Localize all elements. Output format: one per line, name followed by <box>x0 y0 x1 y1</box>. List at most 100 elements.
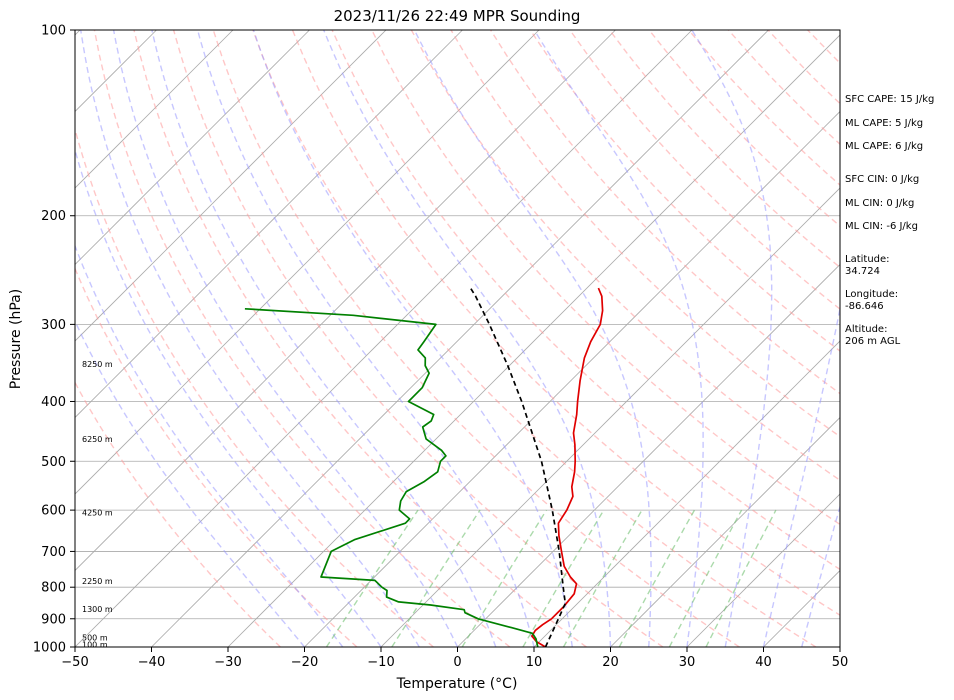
mixing-ratio-line <box>705 509 777 647</box>
dry-adiabat-line <box>569 30 840 310</box>
height-label: 1300 m <box>82 605 113 614</box>
chart-title: 2023/11/26 22:49 MPR Sounding <box>334 7 581 25</box>
y-tick-label: 100 <box>41 24 66 39</box>
mixing-ratio-line <box>618 509 696 647</box>
isotherm-line <box>304 110 840 647</box>
ml-cin-text-2: ML CIN: -6 J/kg <box>845 221 918 232</box>
moist-adiabat-line <box>413 30 652 647</box>
latitude-value: 34.724 <box>845 266 880 277</box>
dewpoint-trace <box>244 307 539 647</box>
isotherm-line <box>610 416 840 647</box>
height-label: 100 m <box>82 640 108 649</box>
y-axis-label: Pressure (hPa) <box>8 289 24 389</box>
x-tick-label: 10 <box>526 655 543 670</box>
dry-adiabat-line <box>252 30 817 647</box>
isotherm-line <box>75 30 234 189</box>
isotherm-line <box>75 30 310 266</box>
latitude-label: Latitude: <box>845 254 890 265</box>
moist-adiabat-line <box>533 30 704 647</box>
mixing-ratio-line <box>461 509 548 647</box>
moist-adiabat-line <box>196 30 535 647</box>
moist-adiabat-line <box>75 244 344 647</box>
y-tick-label: 600 <box>41 504 66 519</box>
isotherm-line <box>151 30 769 647</box>
dry-adiabat-line <box>93 30 511 647</box>
mixing-ratio-line <box>522 509 605 647</box>
moist-adiabat-line <box>762 304 840 647</box>
ml-cin-text: ML CIN: 0 J/kg <box>845 198 914 209</box>
mixing-ratio-line <box>668 509 743 647</box>
y-tick-label: 700 <box>41 545 66 560</box>
background-grid <box>0 30 840 647</box>
height-label: 8250 m <box>82 360 113 369</box>
sfc-cape-text: SFC CAPE: 15 J/kg <box>845 94 934 105</box>
moist-adiabat-line <box>691 30 773 647</box>
moist-adiabat-line <box>252 30 573 647</box>
height-label: 500 m <box>82 634 108 643</box>
dry-adiabat-line <box>490 30 840 395</box>
ml-cape-text-2: ML CAPE: 6 J/kg <box>845 141 923 152</box>
dry-adiabat-line <box>133 30 587 647</box>
y-tick-label: 300 <box>41 318 66 333</box>
dry-adiabat-line <box>75 381 281 647</box>
dry-adiabat-line <box>75 126 434 647</box>
dry-adiabat-line <box>75 266 358 647</box>
dry-adiabat-line <box>212 30 740 647</box>
isotherm-line <box>380 187 840 647</box>
moist-adiabat-line <box>75 147 382 647</box>
dry-adiabat-line <box>291 30 840 616</box>
dry-adiabat-line <box>529 30 840 352</box>
y-tick-label: 500 <box>41 455 66 470</box>
y-tick-label: 800 <box>41 581 66 596</box>
x-tick-label: 50 <box>832 655 849 670</box>
mixing-ratio-line <box>325 509 419 647</box>
plot-frame <box>74 29 841 648</box>
isotherm-line <box>75 30 616 572</box>
isotherm-line <box>227 34 840 647</box>
mixing-ratio-line <box>562 509 643 647</box>
x-tick-label: 20 <box>602 655 619 670</box>
x-tick-label: −20 <box>291 655 318 670</box>
isotherm-line <box>75 30 387 342</box>
x-tick-label: 40 <box>755 655 772 670</box>
isotherm-line <box>533 340 840 647</box>
dry-adiabat-line <box>371 30 840 526</box>
x-tick-label: 0 <box>453 655 461 670</box>
isotherm-line <box>75 30 540 495</box>
longitude-label: Longitude: <box>845 289 898 300</box>
moist-adiabat-line <box>80 30 420 647</box>
x-tick-label: 30 <box>679 655 696 670</box>
dry-adiabat-line <box>331 30 840 571</box>
moist-adiabat-line <box>801 504 840 647</box>
sfc-cin-text: SFC CIN: 0 J/kg <box>845 174 919 185</box>
ml-cape-text: ML CAPE: 5 J/kg <box>845 118 923 129</box>
altitude-label: Altitude: <box>845 324 887 335</box>
x-tick-label: −10 <box>367 655 394 670</box>
dry-adiabat-line <box>172 30 664 647</box>
isotherm-line <box>75 30 463 419</box>
moist-adiabat-line <box>151 30 497 647</box>
temperature-trace <box>531 287 604 647</box>
isotherm-line <box>0 30 4 647</box>
moist-adiabat-line <box>323 30 612 647</box>
axes: −50 −40 −30 −20 −10 0 10 20 30 40 50 1000 900 800 700 6… <box>33 24 848 671</box>
y-tick-label: 1000 <box>33 641 66 656</box>
thermo-annotations: SFC CAPE: 15 J/kg ML CAPE: 5 J/kg ML CAP… <box>845 94 934 347</box>
height-label: 2250 m <box>82 577 113 586</box>
moist-adiabat-line <box>112 30 459 647</box>
y-tick-label: 900 <box>41 612 66 627</box>
x-tick-label: −50 <box>61 655 88 670</box>
sounding-traces <box>244 287 604 647</box>
y-tick-label: 400 <box>41 395 66 410</box>
parcel-trace <box>469 287 567 647</box>
y-tick-label: 200 <box>41 209 66 224</box>
x-axis-label: Temperature (°C) <box>396 676 518 692</box>
x-tick-label: −30 <box>214 655 241 670</box>
height-label: 4250 m <box>82 508 113 517</box>
altitude-value: 206 m AGL <box>845 336 901 347</box>
mixing-ratio-line <box>391 509 481 647</box>
isotherm-line <box>686 493 840 647</box>
longitude-value: -86.646 <box>845 301 884 312</box>
